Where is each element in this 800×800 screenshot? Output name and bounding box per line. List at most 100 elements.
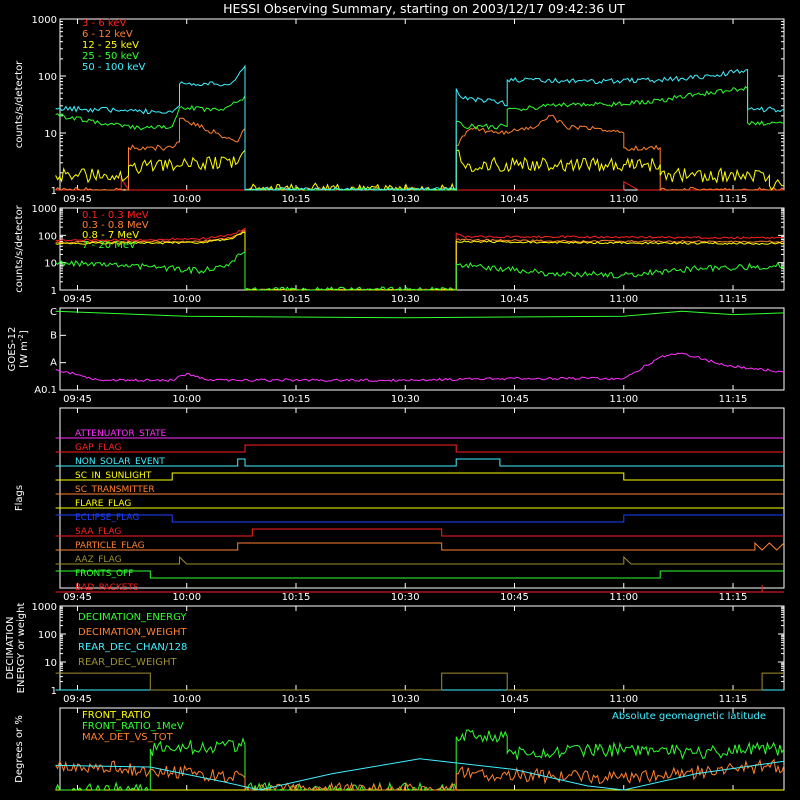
rates-low-ylabel: counts/s/detector [14,60,25,148]
rates-high-time-label-4: 10:45 [500,294,529,305]
goes-ytick-label-2: B [50,330,57,341]
rates-high-time-label-3: 10:30 [391,294,420,305]
rates-high-series-3 [55,250,785,292]
goes-panel [59,307,785,391]
goes-time-label-0: 09:45 [63,394,92,405]
rates-low-ytick-label-3: 1000 [32,15,57,26]
rates-low-legend-4: 50 - 100 keV [82,62,146,73]
rates-high-time-label-6: 11:15 [719,294,748,305]
decimation-time-label-3: 10:30 [391,694,420,705]
rates-low-time-label-3: 10:30 [391,194,420,205]
ratios-series-2 [55,758,785,792]
decimation-ylabel-line2: ENERGY or weight [16,603,27,694]
goes-time-label-3: 10:30 [391,394,420,405]
rates-low-legend-1: 6 - 12 keV [82,29,133,40]
rates-low-time-label-0: 09:45 [63,194,92,205]
flag-label-9: AAZ_FLAG [75,555,122,565]
goes-time-label-2: 10:15 [282,394,311,405]
flags-time-label-6: 11:15 [719,592,748,603]
flags-time-label-5: 11:00 [609,592,638,603]
goes-ylabel-line1: GOES-12 [7,327,18,372]
rates-high-ytick-label-1: 10 [44,259,57,270]
decimation-time-label-0: 09:45 [63,694,92,705]
rates-low-ytick-label-2: 100 [38,72,57,83]
ratios-legend-2: MAX_DET_VS_TOT [82,732,174,743]
goes-ytick-label-0: A0.1 [34,385,57,396]
flag-series-6 [55,514,784,523]
figure-title: HESSI Observing Summary, starting on 200… [223,1,625,16]
goes-ytick-label-1: A [50,358,57,369]
rates-low-legend-3: 25 - 50 keV [82,51,139,62]
rates-low-series-2 [55,148,785,192]
rates-low-ytick-label-0: 1 [51,186,57,197]
flags-time-label-4: 10:45 [500,592,529,603]
flag-series-8 [55,541,785,551]
flags-ylabel: Flags [14,485,25,511]
rates-high-time-label-5: 11:00 [609,294,638,305]
flag-series-7 [55,528,784,537]
flags-time-label-2: 10:15 [282,592,311,603]
decimation-time-label-1: 10:00 [172,694,201,705]
decimation-time-label-5: 11:00 [609,694,638,705]
decimation-ytick-label-0: 1 [51,686,57,697]
flag-series-3 [55,472,784,481]
rates-high-time-label-0: 09:45 [63,294,92,305]
flag-label-1: GAP_FLAG [75,443,121,453]
goes-series-1 [55,352,785,382]
rates-low-series-0 [55,176,784,191]
ratios-legend-1: FRONT_RATIO_1MeV [82,721,184,732]
decimation-ytick-label-1: 10 [44,658,57,669]
decimation-series-3 [55,672,784,691]
decimation-ylabel-line1: DECIMATION [5,616,16,679]
rates-high-time-label-1: 10:00 [172,294,201,305]
goes-ylabel-line2: [W m-2] [17,330,30,368]
ratios-legend-0: FRONT_RATIO [82,710,151,721]
rates-high-legend-3: 7 - 20 MeV [82,240,136,251]
flag-label-11: BAD_PACKETS [75,583,139,593]
flags-panel-frame [59,407,785,589]
flag-series-2 [55,458,784,467]
rates-high-ytick-label-2: 100 [38,231,57,242]
rates-high-legend-1: 0.3 - 0.8 MeV [82,220,149,231]
rates-low-ytick-label-1: 10 [44,129,57,140]
rates-low-time-label-4: 10:45 [500,194,529,205]
goes-time-label-4: 10:45 [500,394,529,405]
ratios-series-3 [55,758,785,791]
goes-series-0 [55,310,785,319]
decimation-ytick-label-3: 1000 [32,602,57,613]
decimation-time-label-2: 10:15 [282,694,311,705]
rates-low-time-label-1: 10:00 [172,194,201,205]
goes-time-label-6: 11:15 [719,394,748,405]
rates-high-ylabel: counts/s/detector [14,204,25,292]
rates-low-legend-2: 12 - 25 keV [82,40,139,51]
rates-high-legend-0: 0.1 - 0.3 MeV [82,210,149,221]
flag-label-7: SAA_FLAG [75,527,121,537]
rates-high-ytick-label-3: 1000 [32,204,57,215]
goes-time-label-5: 11:00 [609,394,638,405]
rates-high-ytick-label-0: 1 [51,286,57,297]
flag-label-3: SC_IN_SUNLIGHT [75,471,152,481]
rates-low-legend-0: 3 - 6 keV [82,18,126,29]
goes-ytick-label-3: C [50,307,57,318]
flags-panel [59,407,785,589]
flags-time-label-0: 09:45 [63,592,92,603]
flag-series-9 [55,555,784,565]
rates-low-time-label-6: 11:15 [719,194,748,205]
flag-label-5: FLARE_FLAG [75,499,131,509]
decimation-legend-0: DECIMATION_ENERGY [78,612,187,623]
goes-time-label-1: 10:00 [172,394,201,405]
rates-low-time-label-5: 11:00 [609,194,638,205]
flag-series-11 [55,585,784,593]
decimation-time-label-4: 10:45 [500,694,529,705]
decimation-legend-2: REAR_DEC_CHAN/128 [78,642,187,653]
flag-label-6: ECLIPSE_FLAG [75,513,139,523]
rates-high-legend-2: 0.8 - 7 MeV [82,230,139,241]
flag-label-0: ATTENUATOR_STATE [75,429,167,439]
flag-label-2: NON_SOLAR_EVENT [75,457,165,467]
flags-time-label-1: 10:00 [172,592,201,603]
flags-time-label-3: 10:30 [391,592,420,603]
flag-series-10 [55,570,784,579]
rates-high-series-2 [55,231,785,291]
